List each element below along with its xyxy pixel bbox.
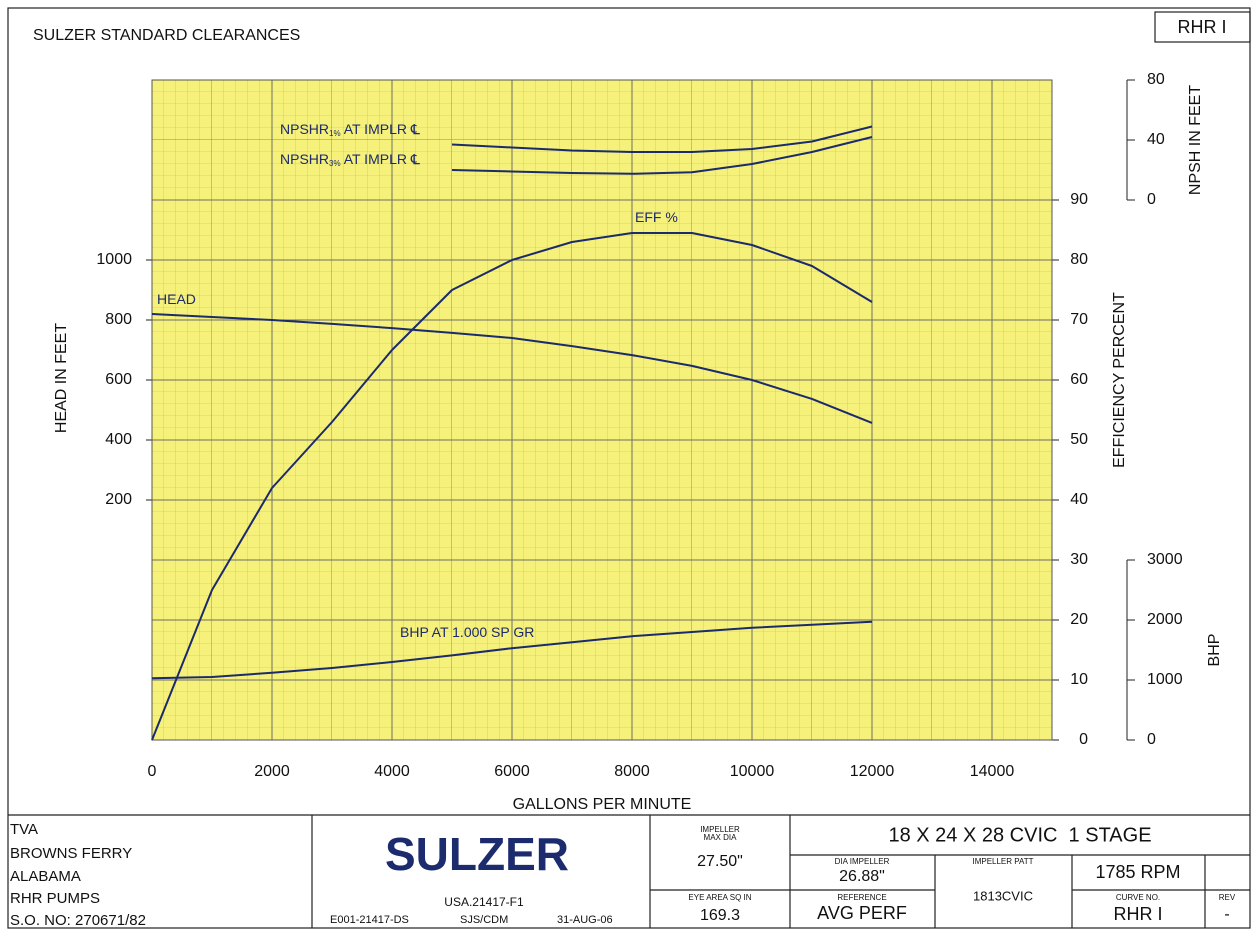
y3-tick-label: 80 [1147, 71, 1165, 88]
field-value: 26.88" [839, 868, 885, 885]
curve-label: HEAD [157, 291, 196, 307]
curve-label-suffix: AT IMPLR ℄ [341, 121, 420, 137]
curve-label-name: BHP AT 1.000 SP GR [400, 624, 534, 640]
x-tick-label: 14000 [970, 763, 1015, 780]
curve-label: NPSHR1% AT IMPLR ℄ [280, 121, 420, 138]
sheet-border [7, 7, 1251, 929]
field-value: 1813CVIC [973, 888, 1033, 903]
corner-box [1154, 11, 1251, 43]
x-tick-label: 2000 [254, 763, 290, 780]
curve-label-name: NPSHR [280, 151, 329, 167]
curve-label: EFF % [635, 209, 678, 225]
customer-line: RHR PUMPS [10, 890, 100, 907]
y-tick-label: 1000 [96, 251, 132, 268]
field-label: DIA IMPELLER [835, 857, 890, 866]
curve-label: BHP AT 1.000 SP GR [400, 624, 534, 640]
y2-tick-label: 70 [1070, 311, 1088, 328]
curve-label-name: HEAD [157, 291, 196, 307]
field-value: RHR I [1114, 904, 1163, 924]
field-value: 1785 RPM [1095, 862, 1180, 882]
plot-frame [151, 79, 1053, 741]
field-label: IMPELLER [700, 825, 740, 834]
field-value: - [1224, 906, 1229, 923]
curve-label-subscript: 3% [329, 159, 341, 168]
customer-line: ALABAMA [10, 868, 81, 885]
x-tick-label: 6000 [494, 763, 530, 780]
y3-tick-label: 40 [1147, 131, 1165, 148]
chart-title: SULZER STANDARD CLEARANCES [33, 27, 300, 44]
y2-tick-label: 20 [1070, 611, 1088, 628]
y2-tick-label: 40 [1070, 491, 1088, 508]
y2-tick-label: 10 [1070, 671, 1088, 688]
drawing-no: USA.21417-F1 [444, 895, 524, 909]
curve [151, 313, 873, 424]
y2-axis-label: EFFICIENCY PERCENT [1111, 292, 1128, 468]
y-axis-label: HEAD IN FEET [53, 323, 70, 433]
x-tick-label: 10000 [730, 763, 775, 780]
major-grid [152, 80, 1052, 740]
field-value: 27.50" [697, 853, 743, 870]
field-label: EYE AREA SQ IN [688, 893, 751, 902]
y4-tick-label: 1000 [1147, 671, 1183, 688]
y-tick-label: 400 [105, 431, 132, 448]
y2-tick-label: 0 [1079, 731, 1088, 748]
field-label: MAX DIA [704, 833, 738, 842]
curve [451, 125, 873, 153]
customer-line: BROWNS FERRY [10, 845, 132, 862]
pump-description: 18 X 24 X 28 CVIC 1 STAGE [888, 824, 1151, 846]
y-tick-label: 600 [105, 371, 132, 388]
curve [151, 620, 873, 680]
curve [151, 232, 873, 741]
x-tick-label: 8000 [614, 763, 650, 780]
customer-line: TVA [10, 821, 38, 838]
y-tick-label: 800 [105, 311, 132, 328]
curve-label-name: EFF % [635, 209, 678, 225]
logo: SULZER [385, 828, 569, 880]
curve-label: NPSHR3% AT IMPLR ℄ [280, 151, 420, 168]
y2-tick-label: 90 [1070, 191, 1088, 208]
date: 31-AUG-06 [557, 914, 613, 926]
x-tick-label: 12000 [850, 763, 895, 780]
field-label: REFERENCE [837, 893, 886, 902]
drawn-by: SJS/CDM [460, 914, 508, 926]
y2-tick-label: 50 [1070, 431, 1088, 448]
y4-tick-label: 3000 [1147, 551, 1183, 568]
y2-tick-label: 80 [1070, 251, 1088, 268]
x-tick-label: 4000 [374, 763, 410, 780]
curve-label-subscript: 1% [329, 129, 341, 138]
field-label: CURVE NO. [1116, 893, 1160, 902]
x-axis-label: GALLONS PER MINUTE [513, 796, 692, 813]
field-value: 169.3 [700, 907, 740, 924]
corner-label: RHR I [1178, 17, 1227, 37]
curve-label-name: NPSHR [280, 121, 329, 137]
curve-label-suffix: AT IMPLR ℄ [341, 151, 420, 167]
y3-tick-label: 0 [1147, 191, 1156, 208]
field-label: REV [1219, 893, 1236, 902]
doc-no: E001-21417-DS [330, 914, 409, 926]
y4-tick-label: 2000 [1147, 611, 1183, 628]
title-block-text: TVA BROWNS FERRY ALABAMA RHR PUMPS S.O. … [10, 821, 1236, 929]
x-tick-label: 0 [148, 763, 157, 780]
y2-tick-label: 60 [1070, 371, 1088, 388]
y4-axis-label: BHP [1206, 634, 1223, 667]
y4-tick-label: 0 [1147, 731, 1156, 748]
y-tick-label: 200 [105, 491, 132, 508]
y2-tick-label: 30 [1070, 551, 1088, 568]
field-label: IMPELLER PATT [972, 857, 1033, 866]
y3-axis-label: NPSH IN FEET [1187, 85, 1204, 195]
curve [451, 136, 873, 175]
title-block [8, 814, 1250, 928]
customer-line: S.O. NO: 270671/82 [10, 912, 146, 929]
field-value: AVG PERF [817, 903, 907, 923]
